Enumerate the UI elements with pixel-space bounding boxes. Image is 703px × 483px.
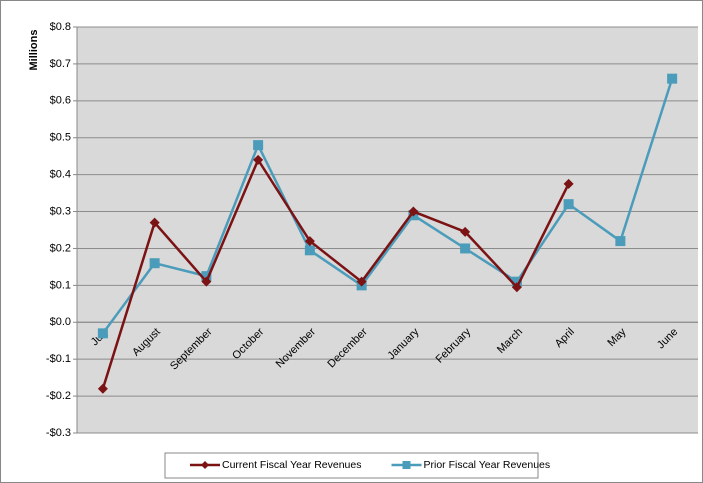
data-point	[201, 271, 212, 282]
y-tick-label: -$0.2	[46, 390, 71, 402]
y-tick-label: -$0.3	[46, 427, 71, 439]
data-point	[201, 276, 212, 287]
data-point	[511, 282, 522, 293]
data-point	[563, 178, 574, 189]
legend	[164, 452, 539, 479]
plot-area	[77, 27, 698, 433]
data-point	[563, 199, 574, 210]
data-point	[460, 226, 471, 237]
y-tick-label: -$0.1	[46, 353, 71, 365]
series-line	[101, 157, 570, 390]
y-tick-label: $0.1	[50, 279, 71, 291]
y-axis-title: Millions	[28, 30, 40, 71]
data-point	[460, 243, 471, 254]
data-point	[356, 276, 367, 287]
y-tick-label: $0.7	[50, 58, 71, 70]
data-point	[667, 73, 678, 84]
y-tick-label: $0.3	[50, 205, 71, 217]
data-point	[149, 258, 160, 269]
y-tick-label: $0.4	[50, 169, 71, 181]
series-line	[101, 78, 674, 335]
data-point	[511, 276, 522, 287]
y-tick-label: $0.6	[50, 95, 71, 107]
legend-marker	[201, 461, 209, 469]
legend-label: Prior Fiscal Year Revenues	[424, 459, 551, 471]
data-point	[97, 328, 108, 339]
y-tick-label: $0.2	[50, 242, 71, 254]
y-tick-label: $0.5	[50, 132, 71, 144]
data-point	[304, 245, 315, 256]
y-tick-label: $0.8	[50, 21, 71, 33]
y-tick-label: $0.0	[50, 316, 71, 328]
data-point	[408, 206, 419, 217]
legend-marker	[402, 461, 411, 469]
legend-label: Current Fiscal Year Revenues	[222, 459, 362, 471]
data-point	[97, 383, 108, 394]
data-point	[615, 236, 626, 247]
data-point	[253, 154, 264, 165]
data-point	[253, 140, 264, 151]
data-point	[304, 236, 315, 247]
data-point	[149, 217, 160, 228]
